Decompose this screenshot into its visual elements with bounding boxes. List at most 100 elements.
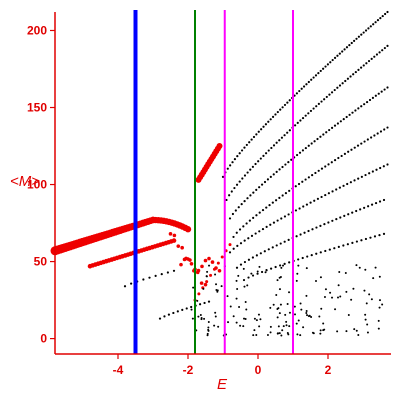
data-point <box>258 265 261 268</box>
data-point <box>337 156 340 160</box>
data-point <box>258 325 261 328</box>
data-point <box>373 134 376 137</box>
data-point <box>288 325 291 328</box>
data-point <box>336 296 339 299</box>
data-point <box>148 276 151 279</box>
data-point <box>276 316 279 319</box>
data-point <box>337 245 340 248</box>
data-point <box>369 236 372 239</box>
data-point <box>197 292 201 296</box>
data-point <box>259 252 262 255</box>
data-point <box>330 161 333 164</box>
data-point <box>322 322 325 325</box>
data-point <box>320 307 323 310</box>
data-point <box>324 65 327 68</box>
data-point <box>258 211 261 214</box>
data-point <box>287 161 290 164</box>
data-point <box>357 177 360 180</box>
data-point <box>370 203 374 206</box>
data-point <box>267 120 270 123</box>
data-point <box>284 313 287 316</box>
data-point <box>304 178 307 181</box>
data-point <box>345 330 348 333</box>
data-point <box>207 300 211 303</box>
data-point <box>158 317 162 320</box>
data-point <box>364 313 367 316</box>
data-point <box>357 68 360 71</box>
data-point <box>251 256 254 259</box>
data-point <box>356 144 360 147</box>
data-point <box>331 58 334 62</box>
data-point <box>237 274 240 277</box>
data-point <box>364 318 367 321</box>
data-point <box>220 255 224 259</box>
data-point <box>288 99 291 102</box>
data-point <box>351 211 354 214</box>
data-point <box>238 180 241 183</box>
data-point <box>278 312 281 315</box>
data-point <box>243 146 246 149</box>
data-point <box>217 325 220 328</box>
data-point <box>283 215 287 218</box>
data-point <box>205 275 208 278</box>
data-point <box>351 241 354 244</box>
data-point <box>333 124 337 127</box>
data-point <box>232 235 235 239</box>
data-point <box>290 158 293 161</box>
data-point <box>302 205 305 208</box>
data-point <box>266 333 269 336</box>
data-point <box>371 96 375 99</box>
data-point <box>295 153 299 157</box>
data-point <box>301 180 304 183</box>
data-point <box>369 25 372 28</box>
data-point <box>272 221 276 224</box>
data-point <box>362 31 365 34</box>
y-axis-label: <M> <box>10 173 40 190</box>
data-point <box>315 226 318 229</box>
data-point <box>235 279 238 282</box>
data-point <box>228 194 231 197</box>
data-point <box>354 109 357 112</box>
data-point <box>311 174 314 177</box>
data-point <box>297 182 301 186</box>
data-point <box>320 100 323 103</box>
data-point <box>229 164 232 167</box>
data-point <box>296 121 299 124</box>
data-point <box>311 331 314 334</box>
data-point <box>324 288 327 291</box>
data-point <box>203 258 208 263</box>
data-point <box>288 291 291 294</box>
data-point <box>228 251 232 254</box>
data-point <box>295 322 298 325</box>
data-point <box>259 318 262 321</box>
data-point <box>181 308 184 311</box>
data-point <box>240 149 244 152</box>
data-point <box>252 135 256 139</box>
data-point <box>367 27 370 30</box>
data-point <box>269 118 272 121</box>
data-point <box>296 272 299 275</box>
data-point <box>355 264 358 267</box>
data-point <box>299 334 302 337</box>
data-point <box>349 181 352 184</box>
data-point <box>345 290 348 293</box>
data-point <box>281 329 284 332</box>
data-point <box>279 242 282 245</box>
data-point <box>379 17 382 20</box>
data-point <box>319 329 322 332</box>
data-point <box>269 331 272 334</box>
data-point <box>180 245 184 250</box>
data-point <box>207 329 210 332</box>
data-point <box>163 315 166 318</box>
data-point <box>310 78 313 81</box>
data-point <box>245 143 248 147</box>
data-point <box>345 46 349 49</box>
data-point <box>313 199 316 202</box>
data-point <box>312 107 315 110</box>
data-point <box>281 165 284 169</box>
data-point <box>278 276 281 279</box>
data-point <box>348 113 351 116</box>
data-point <box>340 154 343 158</box>
data-point <box>370 136 373 139</box>
data-point <box>259 157 262 160</box>
